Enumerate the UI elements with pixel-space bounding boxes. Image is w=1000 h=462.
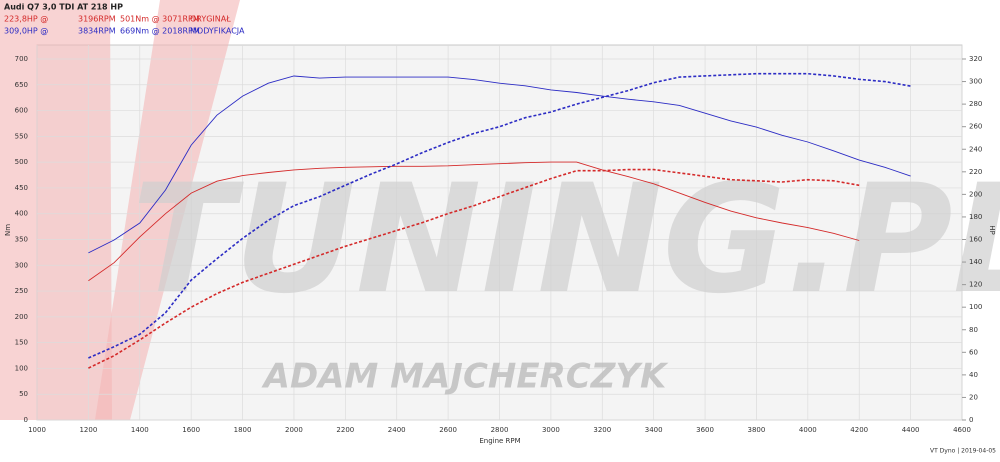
header-text: ORYGINAŁ <box>190 15 231 24</box>
watermark: TUNING.PL <box>132 153 1000 327</box>
y2-tick-label: 40 <box>969 371 978 379</box>
y2-tick-label: 120 <box>969 281 982 289</box>
logo-bar <box>0 0 112 420</box>
series-line <box>88 161 860 282</box>
x-tick-label: 4400 <box>902 426 920 434</box>
y2-tick-label: 320 <box>969 55 982 63</box>
y-tick-label: 600 <box>15 107 28 115</box>
y-tick-label: 700 <box>15 55 28 63</box>
x-tick-label: 2600 <box>439 426 457 434</box>
y2-tick-label: 20 <box>969 393 978 401</box>
watermark-name: ADAM MAJCHERCZYK <box>261 357 669 397</box>
x-tick-label: 3200 <box>593 426 611 434</box>
x-tick-label: 2000 <box>285 426 303 434</box>
y-tick-label: 550 <box>15 132 28 140</box>
y2-tick-label: 180 <box>969 213 982 221</box>
y2-axis-label: HP <box>988 225 996 235</box>
x-tick-label: 1200 <box>79 426 97 434</box>
x-tick-label: 3400 <box>645 426 663 434</box>
y2-tick-label: 280 <box>969 100 982 108</box>
y2-tick-label: 200 <box>969 190 982 198</box>
y2-tick-label: 60 <box>969 348 978 356</box>
header-text: 223,8HP @ <box>4 15 48 24</box>
x-axis-label: Engine RPM <box>479 437 520 445</box>
x-tick-label: 4200 <box>850 426 868 434</box>
header-text: MODYFIKACJA <box>190 27 245 36</box>
y-tick-label: 500 <box>15 158 28 166</box>
y2-tick-label: 240 <box>969 145 982 153</box>
x-tick-label: 2200 <box>336 426 354 434</box>
header-text: 669Nm @ 2018RPM <box>120 27 200 36</box>
footer: VT Dyno | 2019-04-05 <box>930 448 996 455</box>
header-text: 309,0HP @ <box>4 27 48 36</box>
y-tick-label: 150 <box>15 339 28 347</box>
y-tick-label: 250 <box>15 287 28 295</box>
series-line <box>88 72 911 359</box>
x-tick-label: 1600 <box>182 426 200 434</box>
y-tick-label: 0 <box>24 416 28 424</box>
logo-v <box>95 0 240 420</box>
y-tick-label: 300 <box>15 261 28 269</box>
y2-tick-label: 300 <box>969 78 982 86</box>
series-line <box>88 75 911 254</box>
x-tick-label: 2400 <box>388 426 406 434</box>
series-line <box>88 168 860 369</box>
header-text: 3196RPM <box>78 15 116 24</box>
y2-tick-label: 140 <box>969 258 982 266</box>
y2-tick-label: 260 <box>969 123 982 131</box>
x-tick-label: 1400 <box>131 426 149 434</box>
x-tick-label: 1000 <box>28 426 46 434</box>
title: Audi Q7 3,0 TDI AT 218 HP <box>4 3 123 12</box>
y2-tick-label: 0 <box>969 416 973 424</box>
header-text: 3834RPM <box>78 27 116 36</box>
x-tick-label: 2800 <box>491 426 509 434</box>
x-tick-label: 3600 <box>696 426 714 434</box>
x-tick-label: 3800 <box>748 426 766 434</box>
y-tick-label: 200 <box>15 313 28 321</box>
y2-tick-label: 80 <box>969 326 978 334</box>
x-tick-label: 1800 <box>234 426 252 434</box>
y-tick-label: 50 <box>19 390 28 398</box>
y-tick-label: 450 <box>15 184 28 192</box>
y2-tick-label: 220 <box>969 168 982 176</box>
y-tick-label: 350 <box>15 236 28 244</box>
x-tick-label: 4000 <box>799 426 817 434</box>
y-axis-label: Nm <box>4 224 12 236</box>
grid <box>36 45 963 421</box>
header-text: 501Nm @ 3071RPM <box>120 15 200 24</box>
x-tick-label: 4600 <box>953 426 971 434</box>
y2-tick-label: 100 <box>969 303 982 311</box>
y-tick-label: 650 <box>15 81 28 89</box>
y-tick-label: 100 <box>15 364 28 372</box>
y2-tick-label: 160 <box>969 236 982 244</box>
x-tick-label: 3000 <box>542 426 560 434</box>
y-tick-label: 400 <box>15 210 28 218</box>
